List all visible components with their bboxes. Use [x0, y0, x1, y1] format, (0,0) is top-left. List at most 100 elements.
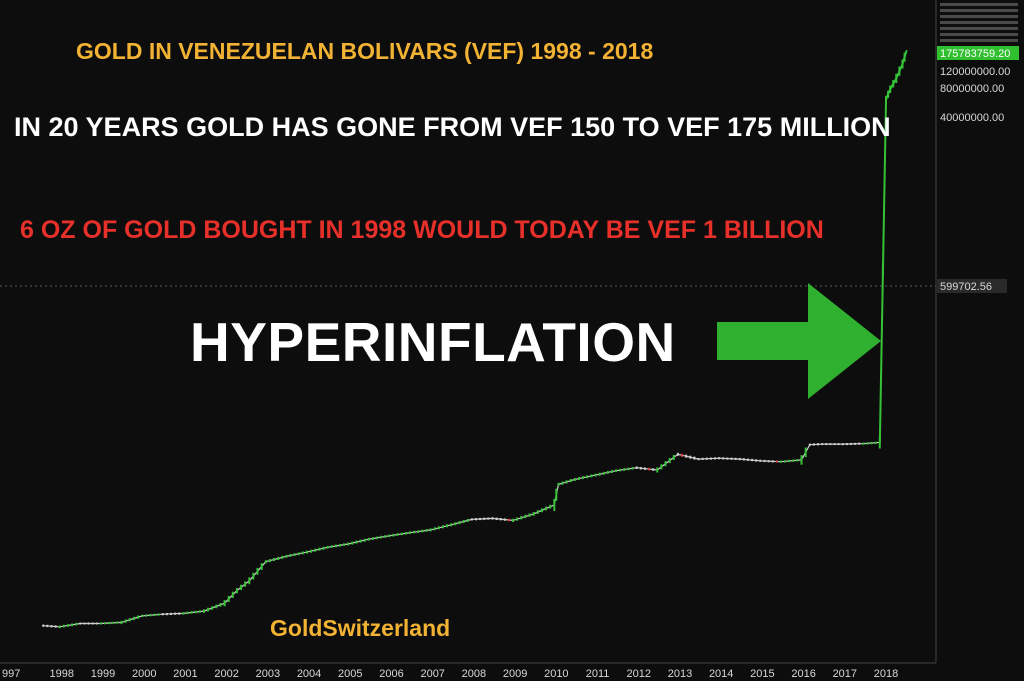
- candle-mark: [516, 517, 519, 521]
- candle-mark: [190, 611, 193, 614]
- candle-mark: [351, 541, 354, 545]
- candle-mark: [149, 614, 152, 617]
- candle-mark: [367, 537, 370, 541]
- candle-mark: [104, 622, 107, 625]
- candle-mark: [54, 625, 57, 628]
- candle-mark: [219, 603, 222, 607]
- candle-mark: [623, 468, 626, 471]
- candle-mark: [639, 467, 642, 470]
- x-tick-label: 2004: [297, 668, 321, 680]
- candle-mark: [788, 459, 791, 463]
- candle-mark: [792, 459, 795, 462]
- candle-mark: [240, 584, 243, 590]
- candle-mark: [800, 455, 803, 465]
- candle-mark: [145, 614, 148, 617]
- x-tick-label: 2001: [173, 668, 197, 680]
- candle-mark: [475, 518, 477, 521]
- x-tick-label: 2005: [338, 668, 362, 680]
- candle-mark: [747, 458, 749, 461]
- candle-mark: [42, 624, 45, 627]
- candle-mark: [656, 467, 659, 473]
- stacked-tick-mark: [940, 21, 1018, 24]
- candle-mark: [458, 521, 461, 525]
- candle-mark: [421, 529, 424, 533]
- candle-mark: [235, 588, 238, 594]
- candle-mark: [112, 621, 115, 624]
- candle-mark: [755, 459, 758, 462]
- x-tick-label: 2011: [586, 668, 610, 680]
- chart-title: GOLD IN VENEZUELAN BOLIVARS (VEF) 1998 -…: [76, 38, 654, 64]
- candle-mark: [322, 546, 325, 550]
- candle-mark: [565, 480, 568, 484]
- candle-mark: [425, 529, 428, 532]
- candle-mark: [635, 466, 638, 469]
- candle-mark: [648, 467, 651, 471]
- candle-mark: [293, 553, 296, 556]
- x-tick-label: 2016: [791, 668, 815, 680]
- stacked-tick-mark: [940, 33, 1018, 36]
- candle-mark: [775, 460, 778, 463]
- x-tick-label: 2009: [503, 668, 527, 680]
- candle-mark: [347, 542, 350, 546]
- candle-mark: [194, 610, 197, 614]
- candle-mark: [866, 442, 869, 445]
- candle-mark: [137, 615, 139, 619]
- candle-mark: [318, 547, 321, 551]
- x-tick-label: 2007: [420, 668, 444, 680]
- candle-mark: [705, 457, 708, 460]
- x-tick-label: 2015: [750, 668, 774, 680]
- candle-mark: [582, 476, 585, 480]
- y-stacked-ticks: [940, 3, 1018, 42]
- candle-mark: [409, 531, 411, 534]
- candle-mark: [528, 513, 531, 517]
- stacked-tick-mark: [940, 15, 1018, 18]
- candle-mark: [664, 461, 667, 467]
- candle-mark: [153, 613, 156, 616]
- hyperinflation-spike: [878, 99, 888, 443]
- candle-mark: [759, 459, 762, 462]
- candle-mark: [507, 518, 510, 522]
- candle-mark: [46, 624, 49, 628]
- candle-mark: [561, 481, 564, 485]
- candle-mark: [569, 479, 572, 483]
- x-tick-label: 2010: [544, 668, 568, 680]
- candle-mark: [289, 554, 292, 557]
- candle-mark: [248, 577, 251, 585]
- candle-mark: [763, 459, 766, 463]
- candle-mark: [676, 452, 679, 456]
- candle-mark: [829, 443, 832, 446]
- candle-mark: [58, 625, 61, 629]
- candle-mark: [71, 623, 74, 627]
- candle-mark: [165, 613, 168, 616]
- candle-mark: [50, 625, 53, 628]
- candle-mark: [334, 544, 337, 548]
- x-tick-label: 1999: [91, 668, 115, 680]
- candle-mark: [495, 517, 498, 520]
- candle-mark: [215, 604, 218, 609]
- candle-mark: [83, 622, 86, 625]
- candle-mark: [854, 442, 857, 445]
- candle-mark: [326, 545, 329, 549]
- candle-mark: [450, 523, 453, 527]
- candle-mark: [67, 624, 69, 627]
- candle-mark: [87, 622, 90, 625]
- candle-mark: [157, 613, 160, 616]
- candle-mark: [545, 506, 547, 511]
- candle-mark: [277, 556, 280, 560]
- candle-mark: [95, 622, 98, 625]
- candle-mark: [722, 457, 725, 460]
- candle-mark: [376, 536, 379, 540]
- right-arrow-icon: [717, 283, 881, 399]
- candle-mark: [400, 532, 403, 536]
- candle-mark: [231, 591, 234, 598]
- candle-mark: [462, 520, 465, 524]
- candle-mark: [417, 530, 420, 533]
- candle-mark: [384, 535, 387, 538]
- spike-segment: [885, 88, 892, 100]
- candle-mark: [808, 443, 811, 446]
- candle-mark: [738, 457, 741, 461]
- candle-mark: [301, 551, 304, 555]
- x-tick-label: 2003: [256, 668, 280, 680]
- x-tick-label: 2014: [709, 668, 733, 680]
- candle-mark: [268, 559, 271, 563]
